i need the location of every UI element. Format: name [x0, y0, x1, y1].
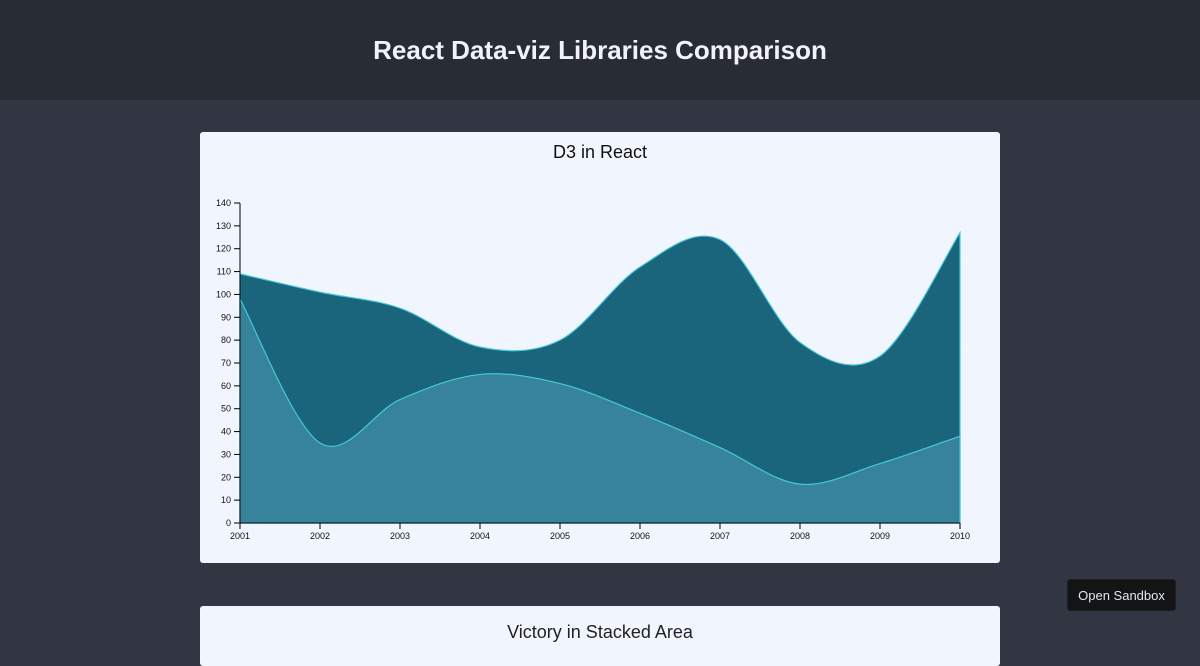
- x-tick-label: 2007: [710, 531, 730, 541]
- y-tick-label: 50: [221, 404, 231, 414]
- chart-card-d3: D3 in React 0 10 20 30 40 50 60 70 80 90 100 110 120…: [200, 132, 1000, 563]
- x-tick-label: 2005: [550, 531, 570, 541]
- y-tick-label: 30: [221, 449, 231, 459]
- x-tick-label: 2008: [790, 531, 810, 541]
- x-tick-label: 2001: [230, 531, 250, 541]
- x-tick-label: 2010: [950, 531, 970, 541]
- page-title: React Data-viz Libraries Comparison: [373, 34, 827, 65]
- x-axis: 2001 2002 2003 2004 2005 2006 2007 2008 2009 2010: [230, 522, 970, 541]
- y-tick-label: 130: [216, 221, 231, 231]
- y-tick-label: 70: [221, 358, 231, 368]
- y-tick-label: 110: [217, 267, 231, 277]
- page-header: React Data-viz Libraries Comparison: [0, 0, 1200, 100]
- x-tick-label: 2004: [470, 531, 490, 541]
- y-tick-label: 140: [216, 198, 231, 208]
- y-tick-label: 120: [216, 244, 231, 254]
- x-tick-label: 2009: [870, 531, 890, 541]
- y-tick-label: 0: [226, 518, 231, 528]
- area-lower: [239, 296, 961, 524]
- y-tick-label: 10: [221, 495, 231, 505]
- chart-title: D3 in React: [552, 142, 648, 162]
- y-tick-label: 100: [216, 289, 231, 299]
- plot-area: [239, 230, 961, 524]
- x-tick-label: 2003: [390, 531, 410, 541]
- x-tick-label: 2002: [310, 531, 330, 541]
- chart-title: Victory in Stacked Area: [507, 622, 693, 642]
- chart-card-victory: Victory in Stacked Area: [200, 606, 1000, 666]
- y-tick-label: 40: [221, 427, 231, 437]
- open-sandbox-button[interactable]: Open Sandbox: [1067, 579, 1176, 611]
- y-axis: 0 10 20 30 40 50 60 70 80 90 100 110 120 130 140: [216, 198, 241, 528]
- x-tick-label: 2006: [630, 531, 650, 541]
- y-tick-label: 60: [221, 381, 231, 391]
- y-tick-label: 80: [221, 335, 231, 345]
- y-tick-label: 90: [221, 312, 231, 322]
- y-tick-label: 20: [221, 472, 231, 482]
